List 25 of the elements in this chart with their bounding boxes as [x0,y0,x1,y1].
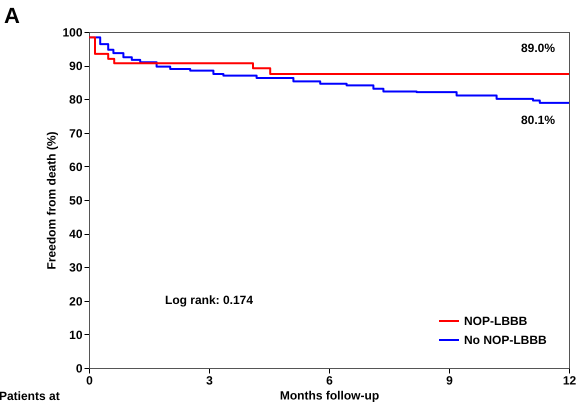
y-tick-label: 40 [69,227,83,242]
legend-label: No NOP-LBBB [464,333,547,347]
text: Patients at [0,389,60,403]
x-axis-title: Months follow-up [280,388,380,402]
y-tick-label: 10 [69,328,83,342]
y-axis-title: Freedom from death (%) [44,131,58,270]
x-tick-label: 12 [562,374,576,388]
x-tick-label: 3 [206,374,214,388]
annotation: 89.0% [520,41,556,55]
x-tick-label: 0 [86,374,94,388]
y-tick-label: 70 [69,126,83,140]
y-tick-label: 20 [69,294,83,308]
y-tick-label: 80 [69,92,83,107]
y-tick-label: 90 [69,59,83,74]
x-tick-label: 9 [446,374,454,388]
annotation: Log rank: 0.174 [164,293,254,307]
chart-title: A [4,3,20,28]
y-tick-label: 30 [69,260,83,275]
y-tick-label: 100 [62,26,83,40]
y-tick-label: 0 [76,362,83,376]
y-tick-label: 60 [69,160,83,174]
y-tick-label: 50 [69,194,83,208]
legend-label: NOP-LBBB [464,314,528,328]
annotation: 80.1% [520,113,556,127]
x-tick-label: 6 [326,374,334,388]
